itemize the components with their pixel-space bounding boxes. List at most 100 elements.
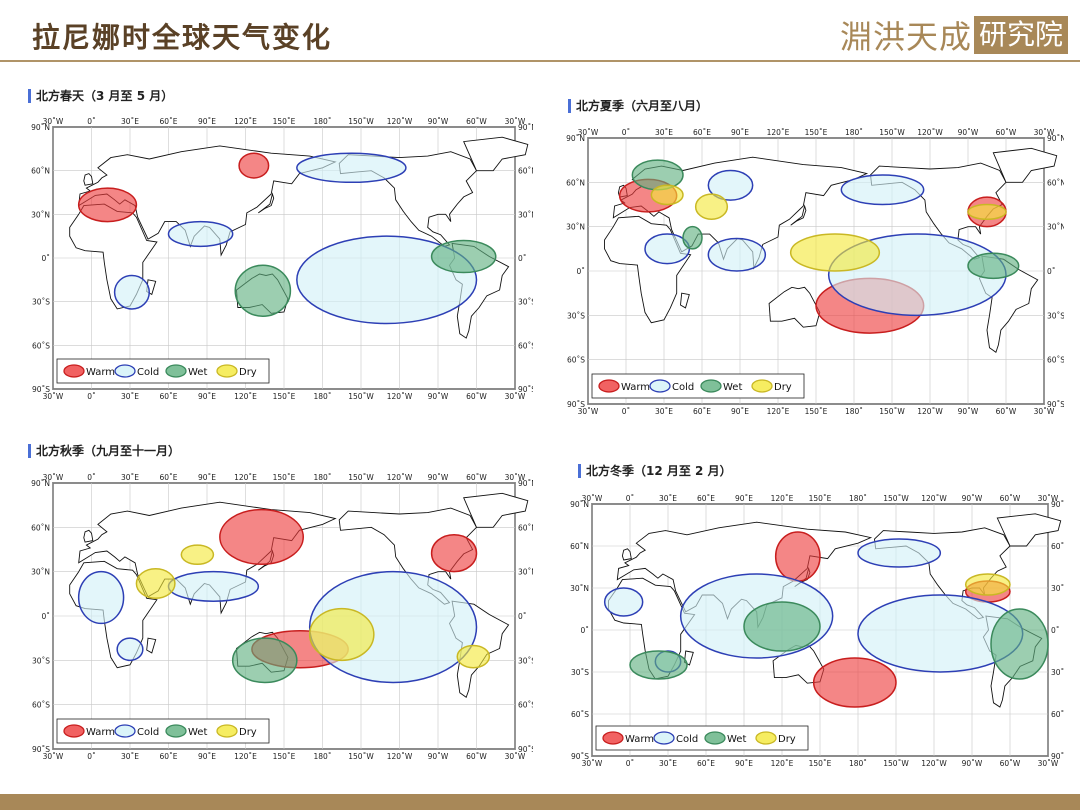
region-cold: [707, 169, 754, 201]
region-warm: [219, 508, 305, 566]
lat-tick-label-right: 90˚N: [1051, 500, 1064, 509]
lat-tick-label-left: 90˚N: [566, 134, 585, 143]
lon-tick-label-bottom: 120˚W: [921, 759, 947, 768]
lat-tick-label-left: 60˚N: [566, 178, 585, 187]
lon-tick-label-bottom: 150˚W: [348, 392, 374, 401]
region-warm: [430, 533, 478, 573]
lon-tick-label-bottom: 30˚E: [659, 759, 677, 768]
title-rule: [0, 60, 1080, 62]
lat-tick-label-left: 30˚S: [567, 311, 585, 320]
lat-tick-label-left: 0˚: [576, 267, 585, 276]
lon-tick-label-bottom: 150˚W: [883, 759, 909, 768]
lon-tick-label-bottom: 90˚E: [198, 392, 216, 401]
page-title: 拉尼娜时全球天气变化: [32, 21, 333, 54]
lon-tick-label-top: 30˚W: [582, 494, 603, 503]
legend-label-cold: Cold: [672, 382, 694, 393]
region-warm: [238, 152, 270, 179]
lon-tick-label-bottom: 30˚W: [43, 752, 64, 761]
lon-tick-label-bottom: 30˚E: [121, 392, 139, 401]
lon-tick-label-top: 60˚E: [693, 128, 711, 137]
legend-label-dry: Dry: [774, 382, 792, 393]
lon-tick-label-top: 120˚E: [771, 494, 794, 503]
lon-tick-label-top: 60˚W: [466, 473, 487, 482]
region-cold: [167, 570, 260, 602]
legend-swatch-dry: [755, 731, 777, 745]
legend-swatch-warm: [598, 379, 620, 393]
lon-tick-label-bottom: 120˚W: [387, 752, 413, 761]
lon-tick-label-top: 60˚E: [159, 473, 177, 482]
landmass-outline: [258, 192, 275, 214]
lat-tick-label-right: 90˚S: [518, 745, 533, 754]
legend-swatch-wet: [704, 731, 726, 745]
region-cold: [840, 174, 925, 206]
lon-tick-label-bottom: 30˚W: [1034, 407, 1055, 416]
lon-tick-label-bottom: 90˚E: [198, 752, 216, 761]
region-wet: [967, 252, 1020, 280]
legend-label-dry: Dry: [239, 727, 257, 738]
legend-swatch-warm: [63, 364, 85, 378]
lat-tick-label-right: 60˚N: [1047, 178, 1064, 187]
lon-tick-label-bottom: 90˚E: [735, 759, 753, 768]
lat-tick-label-left: 0˚: [41, 254, 50, 263]
lon-tick-label-top: 120˚E: [234, 117, 257, 126]
lat-tick-label-right: 0˚: [1047, 267, 1056, 276]
lat-tick-label-right: 90˚S: [518, 385, 533, 394]
map-autumn: 30˚W 30˚W 0˚ 0˚ 30˚E 30˚E 60˚E 60˚E 90˚E 90˚E 120˚…: [31, 473, 533, 761]
lat-tick-label-right: 60˚S: [1047, 356, 1064, 365]
lat-tick-label-right: 90˚N: [518, 479, 533, 488]
legend-label-warm: Warm: [625, 734, 654, 745]
landmass-outline: [78, 145, 337, 257]
lon-tick-label-top: 90˚E: [198, 473, 216, 482]
lat-tick-label-left: 30˚N: [31, 210, 50, 219]
lon-tick-label-top: 60˚W: [466, 117, 487, 126]
lon-tick-label-bottom: 60˚W: [996, 407, 1017, 416]
lat-tick-label-right: 90˚S: [1051, 752, 1064, 761]
landmass-outline: [870, 162, 1007, 260]
legend-swatch-cold: [114, 724, 136, 738]
lon-tick-label-top: 0˚: [626, 494, 635, 503]
region-warm: [774, 531, 821, 582]
lat-tick-label-right: 30˚S: [1051, 668, 1064, 677]
region-cold: [167, 220, 234, 248]
map-legend: Warm Cold Wet Dry: [591, 373, 805, 399]
lon-tick-label-bottom: 60˚W: [1000, 759, 1021, 768]
lon-tick-label-bottom: 60˚E: [697, 759, 715, 768]
lat-tick-label-left: 90˚N: [570, 500, 589, 509]
lon-tick-label-bottom: 30˚W: [505, 392, 526, 401]
lat-tick-label-left: 30˚N: [31, 568, 50, 577]
legend-swatch-cold: [114, 364, 136, 378]
lat-tick-label-left: 60˚S: [32, 341, 50, 350]
lat-tick-label-right: 60˚N: [518, 523, 533, 532]
lon-tick-label-top: 180˚: [313, 117, 331, 126]
lat-tick-label-right: 90˚N: [518, 123, 533, 132]
legend-label-wet: Wet: [723, 382, 742, 393]
landmass-outline: [83, 529, 94, 543]
lon-tick-label-bottom: 60˚E: [159, 752, 177, 761]
lon-tick-label-top: 180˚: [849, 494, 867, 503]
region-dry: [135, 567, 176, 600]
lon-tick-label-top: 30˚W: [1038, 494, 1059, 503]
lon-tick-label-bottom: 30˚W: [578, 407, 599, 416]
legend-swatch-wet: [700, 379, 722, 393]
lat-tick-label-left: 30˚N: [570, 584, 589, 593]
legend-label-cold: Cold: [137, 367, 159, 378]
lon-tick-label-top: 30˚E: [121, 117, 139, 126]
lon-tick-label-bottom: 120˚E: [234, 392, 257, 401]
lon-tick-label-top: 120˚W: [387, 473, 413, 482]
lon-tick-label-top: 120˚E: [234, 473, 257, 482]
legend-label-wet: Wet: [727, 734, 746, 745]
lon-tick-label-bottom: 0˚: [622, 407, 631, 416]
lon-tick-label-top: 90˚E: [198, 117, 216, 126]
lon-tick-label-top: 120˚W: [921, 494, 947, 503]
legend-label-wet: Wet: [188, 727, 207, 738]
region-dry: [308, 607, 375, 662]
map-spring: 30˚W 30˚W 0˚ 0˚ 30˚E 30˚E 60˚E 60˚E 90˚E 90˚E 120˚…: [31, 117, 533, 401]
lon-tick-label-bottom: 150˚E: [273, 392, 296, 401]
lon-tick-label-top: 90˚E: [735, 494, 753, 503]
lat-tick-label-left: 60˚S: [571, 710, 589, 719]
lon-tick-label-top: 60˚E: [159, 117, 177, 126]
lon-tick-label-bottom: 90˚W: [962, 759, 983, 768]
lat-tick-label-left: 30˚S: [32, 298, 50, 307]
lon-tick-label-top: 30˚W: [43, 117, 64, 126]
landmass-outline: [621, 548, 632, 561]
